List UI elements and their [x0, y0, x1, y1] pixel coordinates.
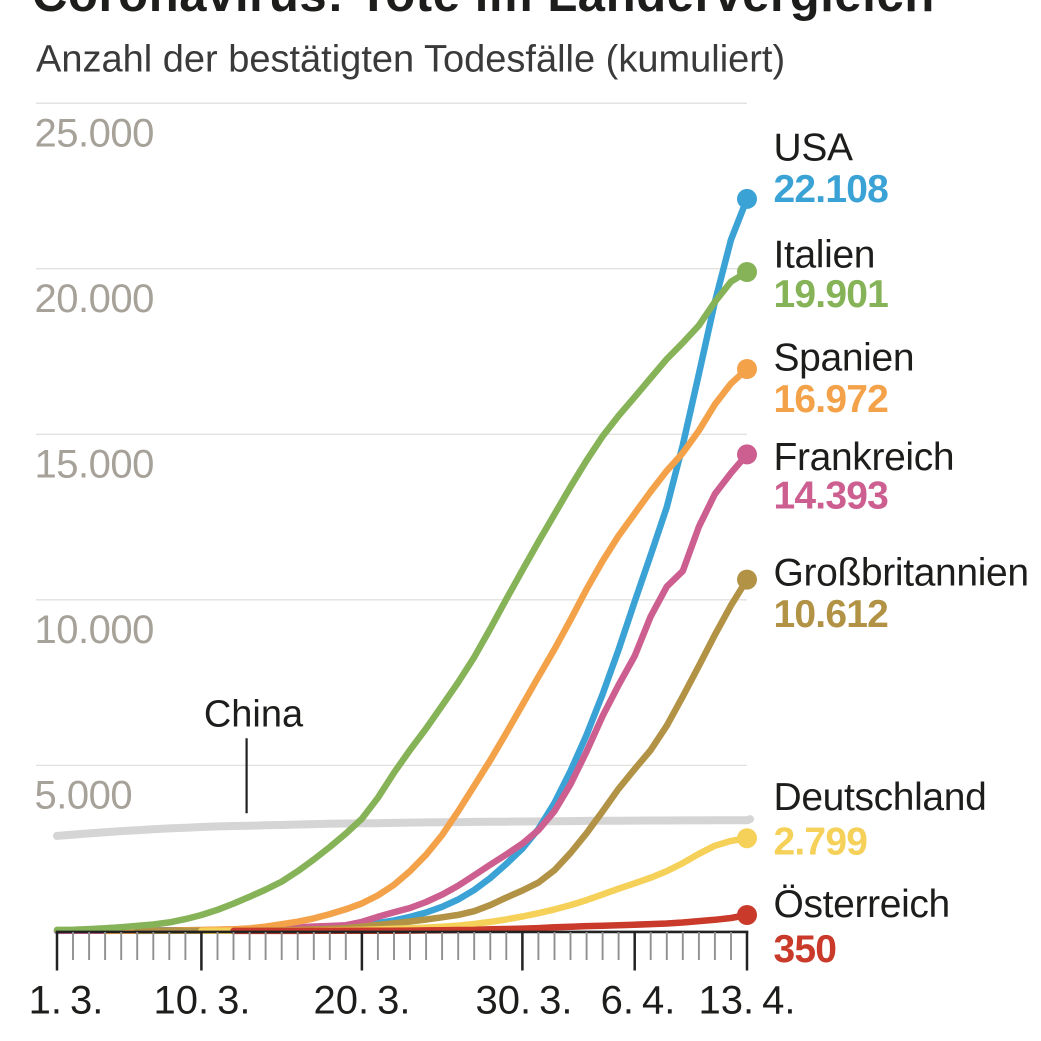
svg-text:10. 3.: 10. 3. [154, 979, 251, 1023]
svg-text:Anzahl der bestätigten Todesfä: Anzahl der bestätigten Todesfälle (kumul… [36, 39, 785, 81]
svg-text:Frankreich: Frankreich [774, 436, 955, 479]
svg-text:Coronavirus: Tote im Länderver: Coronavirus: Tote im Ländervergleich [32, 0, 935, 22]
svg-text:20.000: 20.000 [35, 277, 154, 321]
svg-text:Italien: Italien [774, 234, 876, 277]
svg-text:6. 4.: 6. 4. [601, 979, 676, 1023]
svg-text:China: China [204, 694, 304, 736]
svg-text:22.108: 22.108 [774, 168, 889, 211]
svg-text:20. 3.: 20. 3. [314, 979, 411, 1023]
svg-text:15.000: 15.000 [35, 443, 154, 487]
svg-text:30. 3.: 30. 3. [476, 979, 573, 1023]
svg-text:1. 3.: 1. 3. [29, 979, 104, 1023]
svg-text:350: 350 [774, 928, 837, 971]
svg-text:10.000: 10.000 [35, 608, 154, 652]
svg-text:25.000: 25.000 [35, 112, 154, 156]
svg-text:Deutschland: Deutschland [774, 776, 987, 819]
svg-text:5.000: 5.000 [35, 774, 133, 818]
svg-text:10.612: 10.612 [774, 593, 889, 636]
svg-text:Österreich: Österreich [774, 883, 950, 926]
svg-text:Großbritannien: Großbritannien [774, 552, 1029, 595]
svg-text:2.799: 2.799 [774, 821, 868, 864]
svg-text:16.972: 16.972 [774, 378, 889, 421]
svg-text:13. 4.: 13. 4. [699, 979, 796, 1023]
svg-text:USA: USA [774, 127, 853, 170]
svg-text:19.901: 19.901 [774, 273, 889, 316]
svg-text:14.393: 14.393 [774, 475, 889, 518]
svg-text:Spanien: Spanien [774, 337, 915, 380]
